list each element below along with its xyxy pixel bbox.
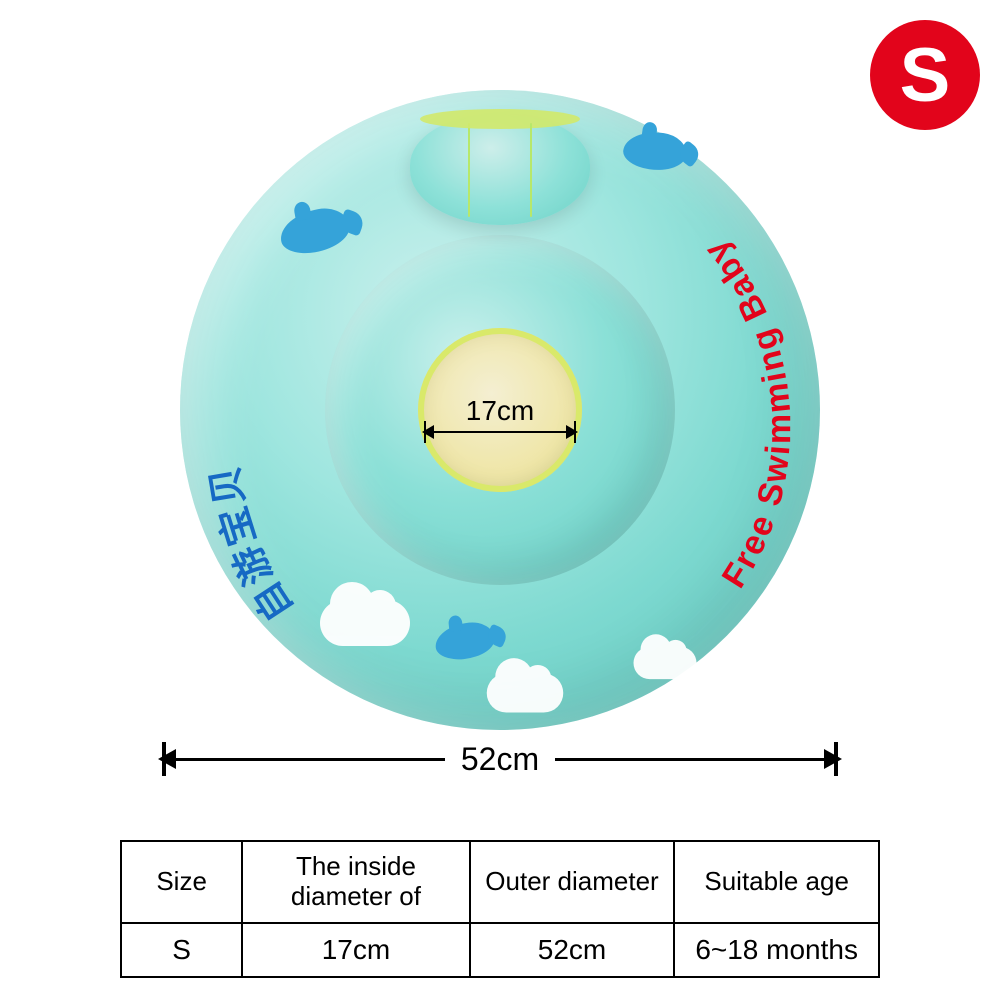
spec-cell: 17cm	[242, 923, 469, 977]
spec-col-header: Suitable age	[674, 841, 879, 923]
spec-col-header: Outer diameter	[470, 841, 675, 923]
size-badge-letter: S	[900, 32, 951, 119]
spec-table-container: SizeThe inside diameter ofOuter diameter…	[120, 840, 880, 978]
spec-cell: S	[121, 923, 242, 977]
inner-diameter-value: 17cm	[418, 395, 582, 427]
cloud-decoration	[634, 647, 697, 679]
spec-col-header: The inside diameter of	[242, 841, 469, 923]
inner-diameter-callout: 17cm	[418, 395, 582, 433]
spec-col-header: Size	[121, 841, 242, 923]
spec-cell: 52cm	[470, 923, 675, 977]
cloud-decoration	[487, 673, 564, 712]
spec-row: S17cm52cm6~18 months	[121, 923, 879, 977]
head-pillow	[410, 115, 590, 225]
product-illustration: Free Swimming Baby 自游宝贝 17cm	[150, 60, 850, 760]
size-badge: S	[870, 20, 980, 130]
spec-cell: 6~18 months	[674, 923, 879, 977]
spec-table-header-row: SizeThe inside diameter ofOuter diameter…	[121, 841, 879, 923]
spec-table: SizeThe inside diameter ofOuter diameter…	[120, 840, 880, 978]
outer-diameter-value: 52cm	[445, 741, 555, 778]
outer-diameter-callout: 52cm	[150, 758, 850, 798]
cloud-decoration	[320, 600, 410, 646]
